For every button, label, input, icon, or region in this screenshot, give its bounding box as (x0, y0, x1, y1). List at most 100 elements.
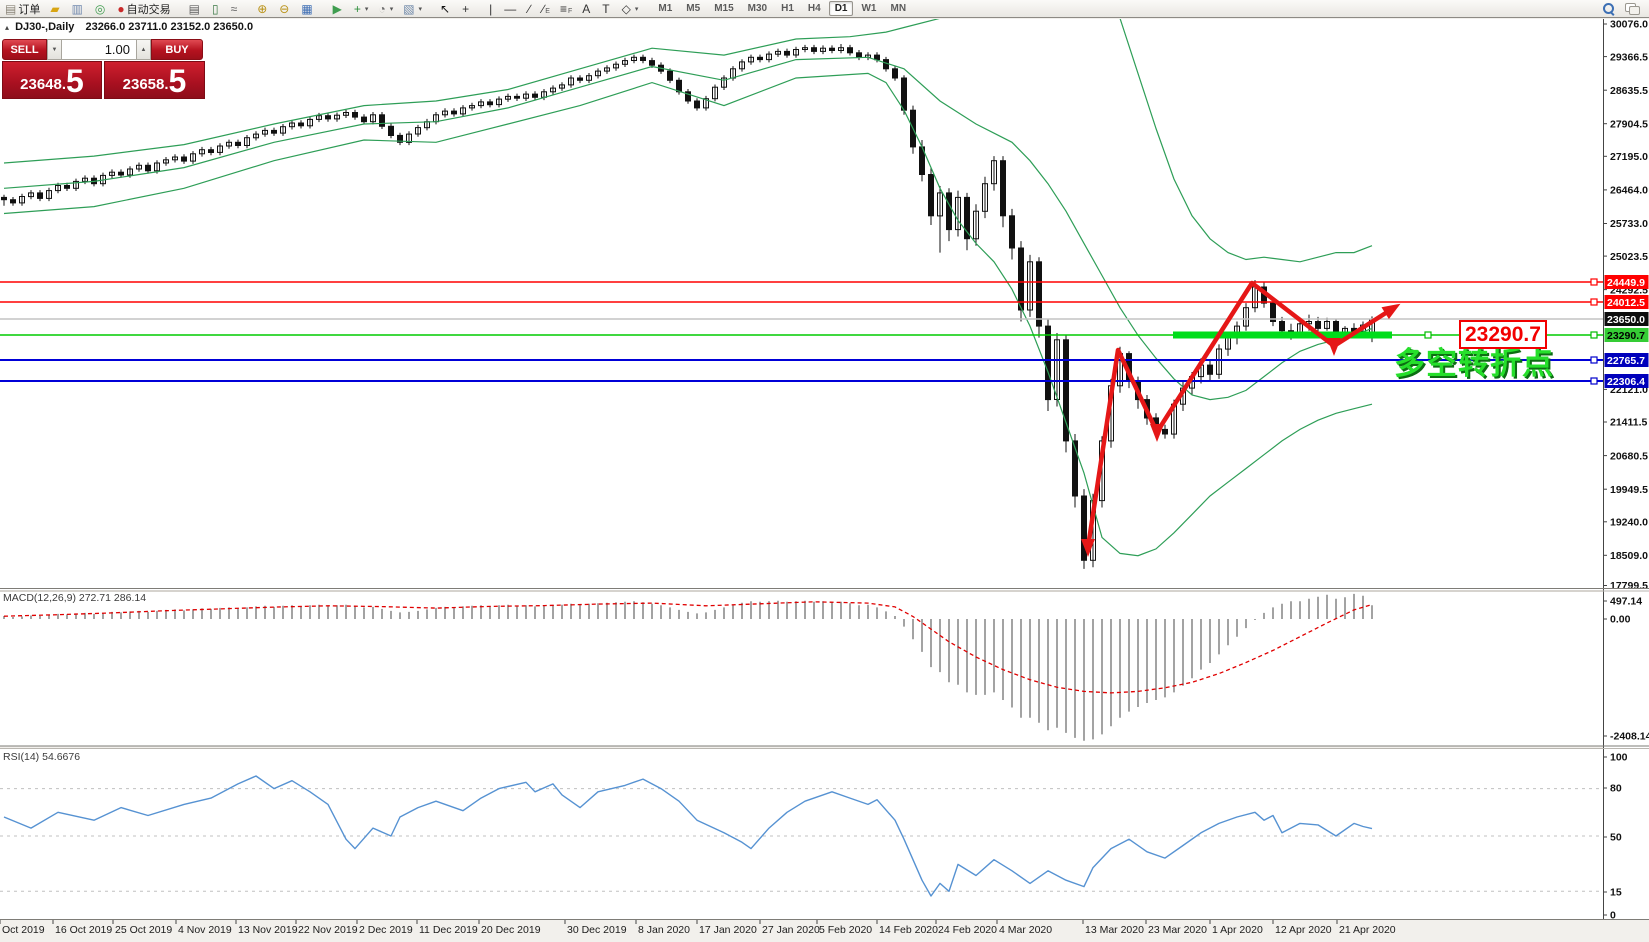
timeframe-m5[interactable]: M5 (686, 3, 701, 14)
timeframe-m30[interactable]: M30 (747, 3, 768, 14)
price-level-tag: 22306.4 (1607, 376, 1645, 388)
collapse-arrow-icon[interactable]: ▴ (5, 23, 10, 32)
line-handle-square[interactable] (1590, 278, 1598, 286)
price-tick-label: 20680.5 (1610, 450, 1648, 462)
volume-up-button[interactable]: ▲ (136, 39, 151, 60)
timeframe-mn[interactable]: MN (890, 3, 907, 14)
support-zone-bar[interactable] (1173, 331, 1392, 339)
macd-indicator-label: MACD(12,26,9) 272.71 286.14 (3, 592, 146, 604)
hline-icon[interactable]: ― (500, 1, 522, 17)
timeframe-h4[interactable]: H4 (807, 3, 821, 14)
chevron-down-icon: ▾ (389, 5, 394, 13)
candlestick-icon[interactable]: ▯ (208, 1, 225, 17)
strategy-tester-icon[interactable]: ▶ (329, 1, 348, 17)
turning-point-text[interactable]: 多空转折点 (1394, 346, 1554, 381)
cursor-icon: ↖ (440, 1, 451, 16)
rsi-value: 54.6676 (42, 751, 81, 763)
zoom-in-icon[interactable]: ⊕ (253, 1, 273, 17)
new-order-label: 订单 (18, 3, 41, 16)
chevron-down-icon: ▾ (364, 5, 369, 13)
date-tick-label: 2 Dec 2019 (359, 924, 413, 936)
main-chart-background[interactable] (0, 19, 1603, 590)
vline-icon[interactable]: | (485, 1, 498, 17)
line-handle-square[interactable] (1424, 331, 1432, 339)
volume-input[interactable] (62, 39, 136, 60)
one-click-trading-widget: SELL ▼ ▲ BUY 23648 . 5 23658 . 5 (2, 39, 205, 99)
date-tick-label: 22 Nov 2019 (298, 924, 358, 936)
line-handle-square[interactable] (1590, 298, 1598, 306)
line-handle-square[interactable] (1590, 356, 1598, 364)
price-level-annotation-box[interactable]: 23290.7 (1459, 320, 1547, 349)
arrowhead (1150, 424, 1164, 442)
toolbar-right (1597, 2, 1649, 15)
arrows-icon: ◇ (621, 1, 631, 16)
tile-windows-icon[interactable]: ▦ (297, 1, 318, 17)
label-icon[interactable]: T (598, 1, 615, 17)
bar-chart-icon[interactable]: ▤ (185, 1, 206, 17)
crosshair-icon[interactable]: + (458, 1, 475, 17)
template-icon[interactable]: ▧ ▾ (399, 1, 426, 17)
sell-price-panel[interactable]: 23648 . 5 (2, 61, 102, 99)
volume-down-button[interactable]: ▼ (47, 39, 62, 60)
new-order-icon: ▤ (5, 1, 17, 16)
timeframe-h1[interactable]: H1 (781, 3, 794, 14)
new-order-icon[interactable]: ▤ 订单 (1, 1, 44, 17)
cursor-icon[interactable]: ↖ (436, 1, 456, 17)
line-handle-square[interactable] (1590, 331, 1598, 339)
price-level-tag: 24449.9 (1607, 277, 1645, 289)
print-icon[interactable]: ▥ (68, 1, 89, 17)
macd-axis-label: 497.14 (1610, 596, 1642, 608)
text-icon[interactable]: A (578, 1, 596, 17)
line-chart-icon[interactable]: ≈ (227, 1, 244, 17)
price-tick-label: 27904.5 (1610, 118, 1648, 130)
chat-icon[interactable] (1625, 3, 1640, 15)
date-tick-label: 4 Nov 2019 (178, 924, 232, 936)
search-icon[interactable] (1603, 2, 1615, 15)
timeframe-w1[interactable]: W1 (861, 3, 877, 14)
buy-button[interactable]: BUY (151, 39, 203, 60)
period-icon[interactable]: ◔ ▾ (374, 1, 397, 17)
buy-price-panel[interactable]: 23658 . 5 (104, 61, 205, 99)
trendline-icon[interactable]: ∕ (524, 1, 536, 17)
main-toolbar: ▤ 订单 ▰ ▥ ◎ ● 自动交易 ▤ ▯ ≈ ⊕ ⊖ ▦ ▶ + ▾ ◔ ▾ ▧ ▾ ↖ + | ― ∕ ∕ E ≡ F A T ◇ ▾ M1… (0, 0, 1649, 18)
candlestick-icon: ▯ (212, 1, 219, 16)
main-chart-layer[interactable] (0, 0, 1603, 569)
auto-trading-icon[interactable]: ● 自动交易 (113, 1, 174, 17)
crosshair-icon: + (462, 1, 470, 16)
price-level-tag: 22765.7 (1607, 355, 1645, 367)
date-tick-label: 30 Dec 2019 (567, 924, 627, 936)
line-handle-square[interactable] (1590, 377, 1598, 385)
rsi-layer (0, 775, 1603, 897)
date-tick-label: 13 Nov 2019 (238, 924, 298, 936)
date-tick-label: 25 Oct 2019 (115, 924, 172, 936)
timeframe-m15[interactable]: M15 (714, 3, 734, 14)
timeframe-m1[interactable]: M1 (658, 3, 673, 14)
gold-icon[interactable]: ▰ (46, 1, 65, 17)
timeframe-toolbar: M1 M5 M15 M30 H1 H4 D1 W1 MN (651, 1, 913, 16)
symbol-label: DJ30-,Daily (15, 21, 75, 33)
arrows-icon[interactable]: ◇ ▾ (618, 1, 643, 17)
timeframe-d1[interactable]: D1 (828, 1, 854, 16)
price-level-tag: 23290.7 (1607, 330, 1645, 342)
rsi-panel-background[interactable] (0, 749, 1603, 919)
ohlc-values: 23266.0 23711.0 23152.0 23650.0 (85, 21, 254, 33)
fibonacci-icon[interactable]: ≡ F (556, 1, 576, 17)
price-tick-label: 30076.0 (1610, 19, 1648, 31)
macd-signal-value: 286.14 (113, 592, 147, 604)
channel-icon[interactable]: ∕ E (538, 1, 554, 17)
toolbar-icons: ▤ 订单 ▰ ▥ ◎ ● 自动交易 ▤ ▯ ≈ ⊕ ⊖ ▦ ▶ + ▾ ◔ ▾ ▧ ▾ ↖ + | ― ∕ ∕ E ≡ F A T ◇ ▾ (0, 1, 651, 17)
date-tick-label: 20 Dec 2019 (481, 924, 541, 936)
rsi-axis-label: 100 (1610, 752, 1628, 764)
rsi-indicator-label: RSI(14) 54.6676 (3, 751, 80, 763)
broadcast-icon[interactable]: ◎ (91, 1, 111, 17)
rsi-line (3, 775, 1373, 897)
date-tick-label: 21 Apr 2020 (1339, 924, 1396, 936)
trend-zigzag-arrow[interactable] (1085, 280, 1395, 550)
sell-button[interactable]: SELL (2, 39, 47, 60)
price-axis: 30076.0 29366.5 28635.5 27904.5 27195.0 26464… (1603, 19, 1649, 592)
price-tick-label: 28635.5 (1610, 85, 1648, 97)
new-chart-icon[interactable]: + ▾ (350, 1, 373, 17)
zoom-out-icon[interactable]: ⊖ (275, 1, 295, 17)
sell-price-main: 23648 (20, 76, 62, 93)
